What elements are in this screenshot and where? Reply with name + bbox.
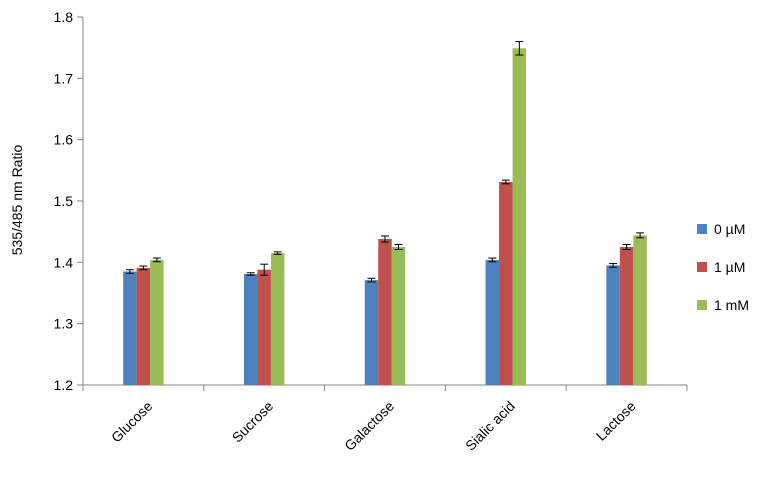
bar	[633, 235, 647, 385]
legend-swatch	[697, 262, 707, 272]
bar	[364, 280, 379, 385]
bar	[243, 273, 258, 385]
bar	[123, 271, 137, 385]
y-axis: 1.2 1.3 1.4 1.5 1.6 1.7 1.8	[54, 9, 84, 393]
x-tick-label: Sialic acid	[462, 398, 518, 454]
legend-label: 1 mM	[714, 297, 749, 313]
x-tick-label: Galactose	[341, 398, 397, 454]
legend-label: 1 µM	[714, 259, 745, 275]
y-tick-label: 1.3	[54, 316, 74, 332]
y-tick-label: 1.7	[54, 70, 74, 86]
y-tick-label: 1.8	[54, 9, 74, 25]
bar	[150, 259, 164, 385]
x-tick-label: Glucose	[108, 398, 156, 446]
x-tick-label: Lactose	[593, 398, 639, 444]
y-axis-label: 535/485 nm Ratio	[9, 145, 25, 256]
bar	[136, 267, 151, 385]
bar	[485, 259, 500, 385]
bar-series	[123, 48, 647, 385]
legend-label: 0 µM	[714, 221, 745, 237]
y-tick-label: 1.4	[54, 254, 74, 270]
error-bars	[125, 41, 645, 283]
y-tick-label: 1.5	[54, 193, 74, 209]
legend-swatch	[697, 224, 707, 234]
bar	[512, 48, 527, 385]
bar	[378, 239, 392, 385]
y-tick-label: 1.2	[54, 377, 74, 393]
bar	[257, 269, 271, 385]
bar	[499, 181, 513, 385]
legend: 0 µM 1 µM 1 mM	[697, 221, 749, 313]
x-tick-label: Sucrose	[229, 398, 277, 446]
x-axis: Glucose Sucrose Galactose Sialic acid Lactos…	[82, 384, 688, 454]
bar	[391, 247, 406, 385]
bar	[619, 247, 634, 385]
bar	[606, 265, 620, 385]
bar	[270, 253, 285, 385]
y-tick-label: 1.6	[54, 132, 74, 148]
legend-swatch	[697, 300, 707, 310]
